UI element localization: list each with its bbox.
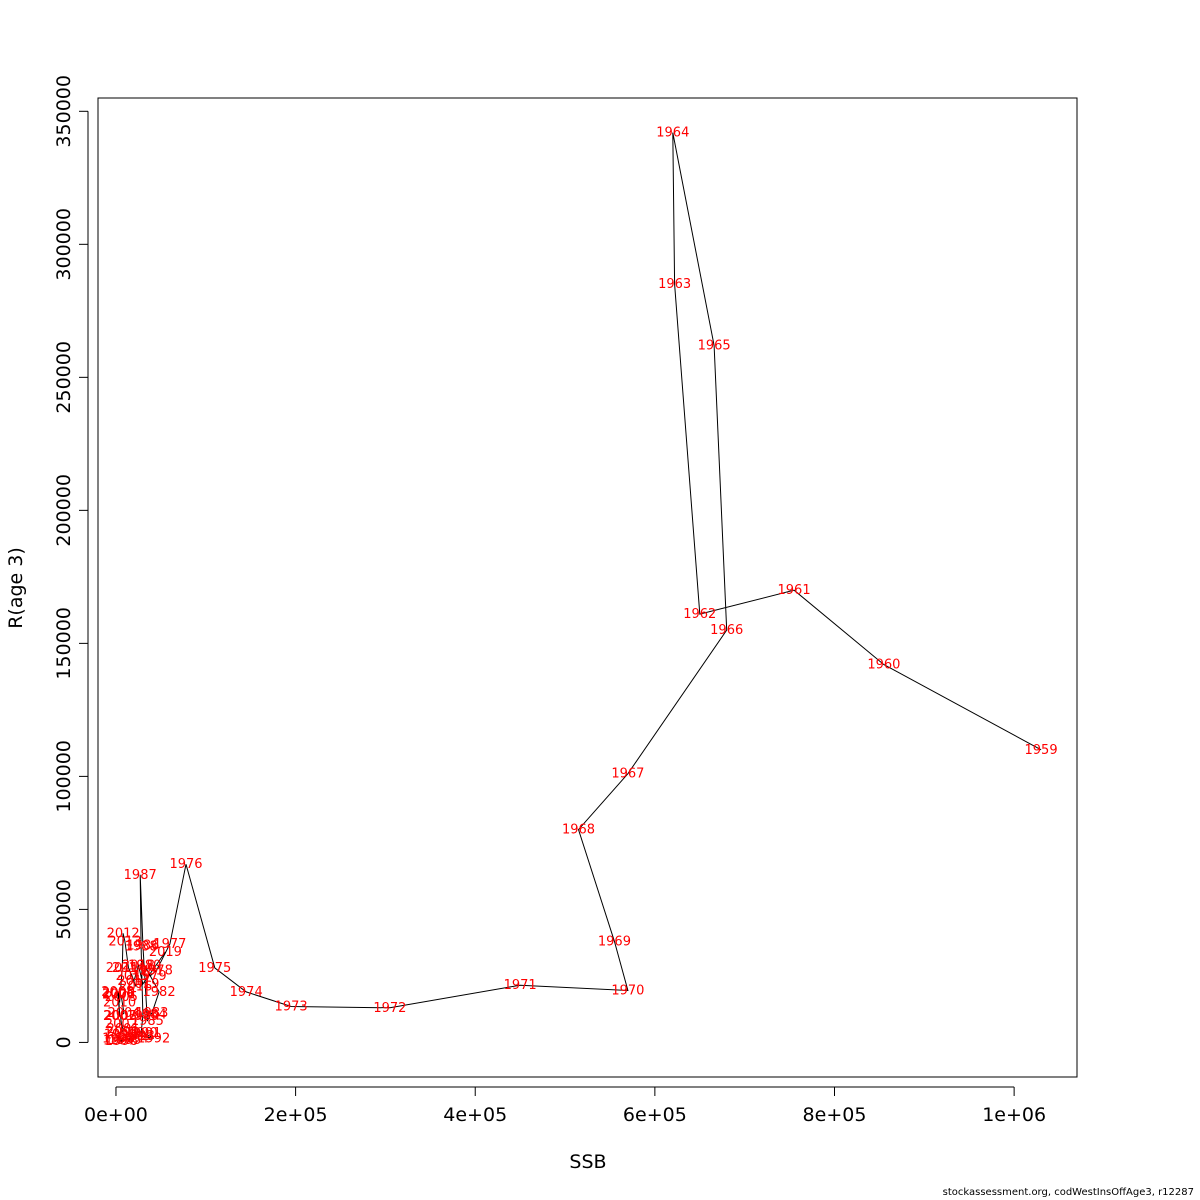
- year-label-1993: 1993: [122, 1029, 155, 1044]
- year-label-1964: 1964: [656, 126, 689, 141]
- x-axis: 0e+00 2e+05 4e+05 6e+05 8e+05 1e+06: [84, 1086, 1046, 1126]
- year-label-2000: 2000: [106, 1025, 139, 1040]
- year-label-2016: 2016: [119, 980, 152, 995]
- year-label-1990: 1990: [125, 1026, 158, 1041]
- plot-frame: [97, 97, 1078, 1078]
- year-label-1978: 1978: [140, 964, 173, 979]
- recruitment-path-line: [117, 132, 1042, 1042]
- year-label-1988: 1988: [125, 940, 158, 955]
- y-tick-label: 50000: [53, 879, 75, 939]
- year-label-2012: 2012: [107, 926, 140, 941]
- year-label-2001: 2001: [107, 1022, 140, 1037]
- year-label-2006: 2006: [102, 988, 135, 1003]
- year-label-1974: 1974: [230, 985, 263, 1000]
- x-tick-label: 8e+05: [803, 1104, 867, 1126]
- year-label-2004: 2004: [107, 1006, 140, 1021]
- year-label-1973: 1973: [275, 1000, 308, 1015]
- year-label-2015: 2015: [116, 969, 149, 984]
- x-axis-title: SSB: [569, 1151, 606, 1173]
- y-tick-label: 300000: [53, 208, 75, 281]
- year-label-1986: 1986: [126, 938, 159, 953]
- year-label-2018: 2018: [122, 958, 155, 973]
- year-label-1968: 1968: [562, 823, 595, 838]
- year-label-1981: 1981: [131, 964, 164, 979]
- x-tick-label: 0e+00: [84, 1104, 148, 1126]
- year-label-1980: 1980: [128, 958, 161, 973]
- year-label-1994: 1994: [116, 1031, 149, 1046]
- x-tick-label: 2e+05: [264, 1104, 328, 1126]
- year-label-1960: 1960: [867, 658, 900, 673]
- year-label-1982: 1982: [143, 985, 176, 1000]
- year-label-1983: 1983: [135, 1006, 168, 1021]
- year-label-1963: 1963: [658, 277, 691, 292]
- year-label-1961: 1961: [778, 583, 811, 598]
- year-label-2019: 2019: [149, 945, 182, 960]
- year-label-1979: 1979: [134, 969, 167, 984]
- y-tick-label: 250000: [53, 341, 75, 414]
- year-label-1977: 1977: [153, 937, 186, 952]
- year-labels: 1959 1960 1961 1962 1963 1964 1965 1966 1967 1968…: [101, 126, 1057, 1050]
- y-tick-label: 0: [53, 1036, 75, 1048]
- year-label-1965: 1965: [698, 338, 731, 353]
- y-tick-label: 150000: [53, 607, 75, 680]
- year-label-1967: 1967: [611, 767, 644, 782]
- year-label-2019: 2019: [126, 977, 159, 992]
- year-label-2008: 2008: [101, 985, 134, 1000]
- year-label-1985: 1985: [131, 1014, 164, 1029]
- year-label-2017: 2017: [117, 974, 150, 989]
- y-tick-label: 100000: [53, 740, 75, 813]
- year-label-1998: 1998: [102, 1031, 135, 1046]
- year-label-1999: 1999: [104, 1027, 137, 1042]
- year-label-1997: 1997: [103, 1033, 136, 1048]
- x-tick-label: 1e+06: [982, 1104, 1046, 1126]
- year-label-1984: 1984: [134, 1007, 167, 1022]
- y-tick-label: 350000: [53, 75, 75, 148]
- year-label-2013: 2013: [108, 934, 141, 949]
- y-tick-label: 200000: [53, 474, 75, 547]
- x-tick-label: 6e+05: [623, 1104, 687, 1126]
- year-label-1995: 1995: [108, 1033, 141, 1048]
- year-label-1992: 1992: [137, 1031, 170, 1046]
- x-tick-label: 4e+05: [443, 1104, 507, 1126]
- year-label-2003: 2003: [104, 1009, 137, 1024]
- year-label-2014: 2014: [112, 961, 145, 976]
- year-label-1975: 1975: [198, 961, 231, 976]
- year-label-1959: 1959: [1025, 743, 1058, 758]
- year-label-2011: 2011: [106, 961, 139, 976]
- year-label-2007: 2007: [103, 1009, 136, 1024]
- year-label-1969: 1969: [598, 934, 631, 949]
- year-label-1966: 1966: [710, 623, 743, 638]
- year-label-2009: 2009: [102, 986, 135, 1001]
- year-label-1976: 1976: [169, 857, 202, 872]
- year-label-1971: 1971: [504, 978, 537, 993]
- y-axis-title: R(age 3): [5, 547, 27, 629]
- year-label-1996: 1996: [105, 1034, 138, 1049]
- year-label-1989: 1989: [126, 1009, 159, 1024]
- y-axis: 0 50000 100000 150000 200000 250000 300000 3500…: [53, 75, 89, 1048]
- year-label-2002: 2002: [105, 1017, 138, 1032]
- year-label-1987: 1987: [124, 868, 157, 883]
- year-label-2005: 2005: [105, 990, 138, 1005]
- year-label-1962: 1962: [683, 607, 716, 622]
- year-label-1972: 1972: [373, 1001, 406, 1016]
- footer-credit: stockassessment.org, codWestInsOffAge3, …: [942, 1187, 1194, 1198]
- year-label-1970: 1970: [611, 984, 644, 999]
- year-label-2010: 2010: [103, 996, 136, 1011]
- year-label-1991: 1991: [128, 1026, 161, 1041]
